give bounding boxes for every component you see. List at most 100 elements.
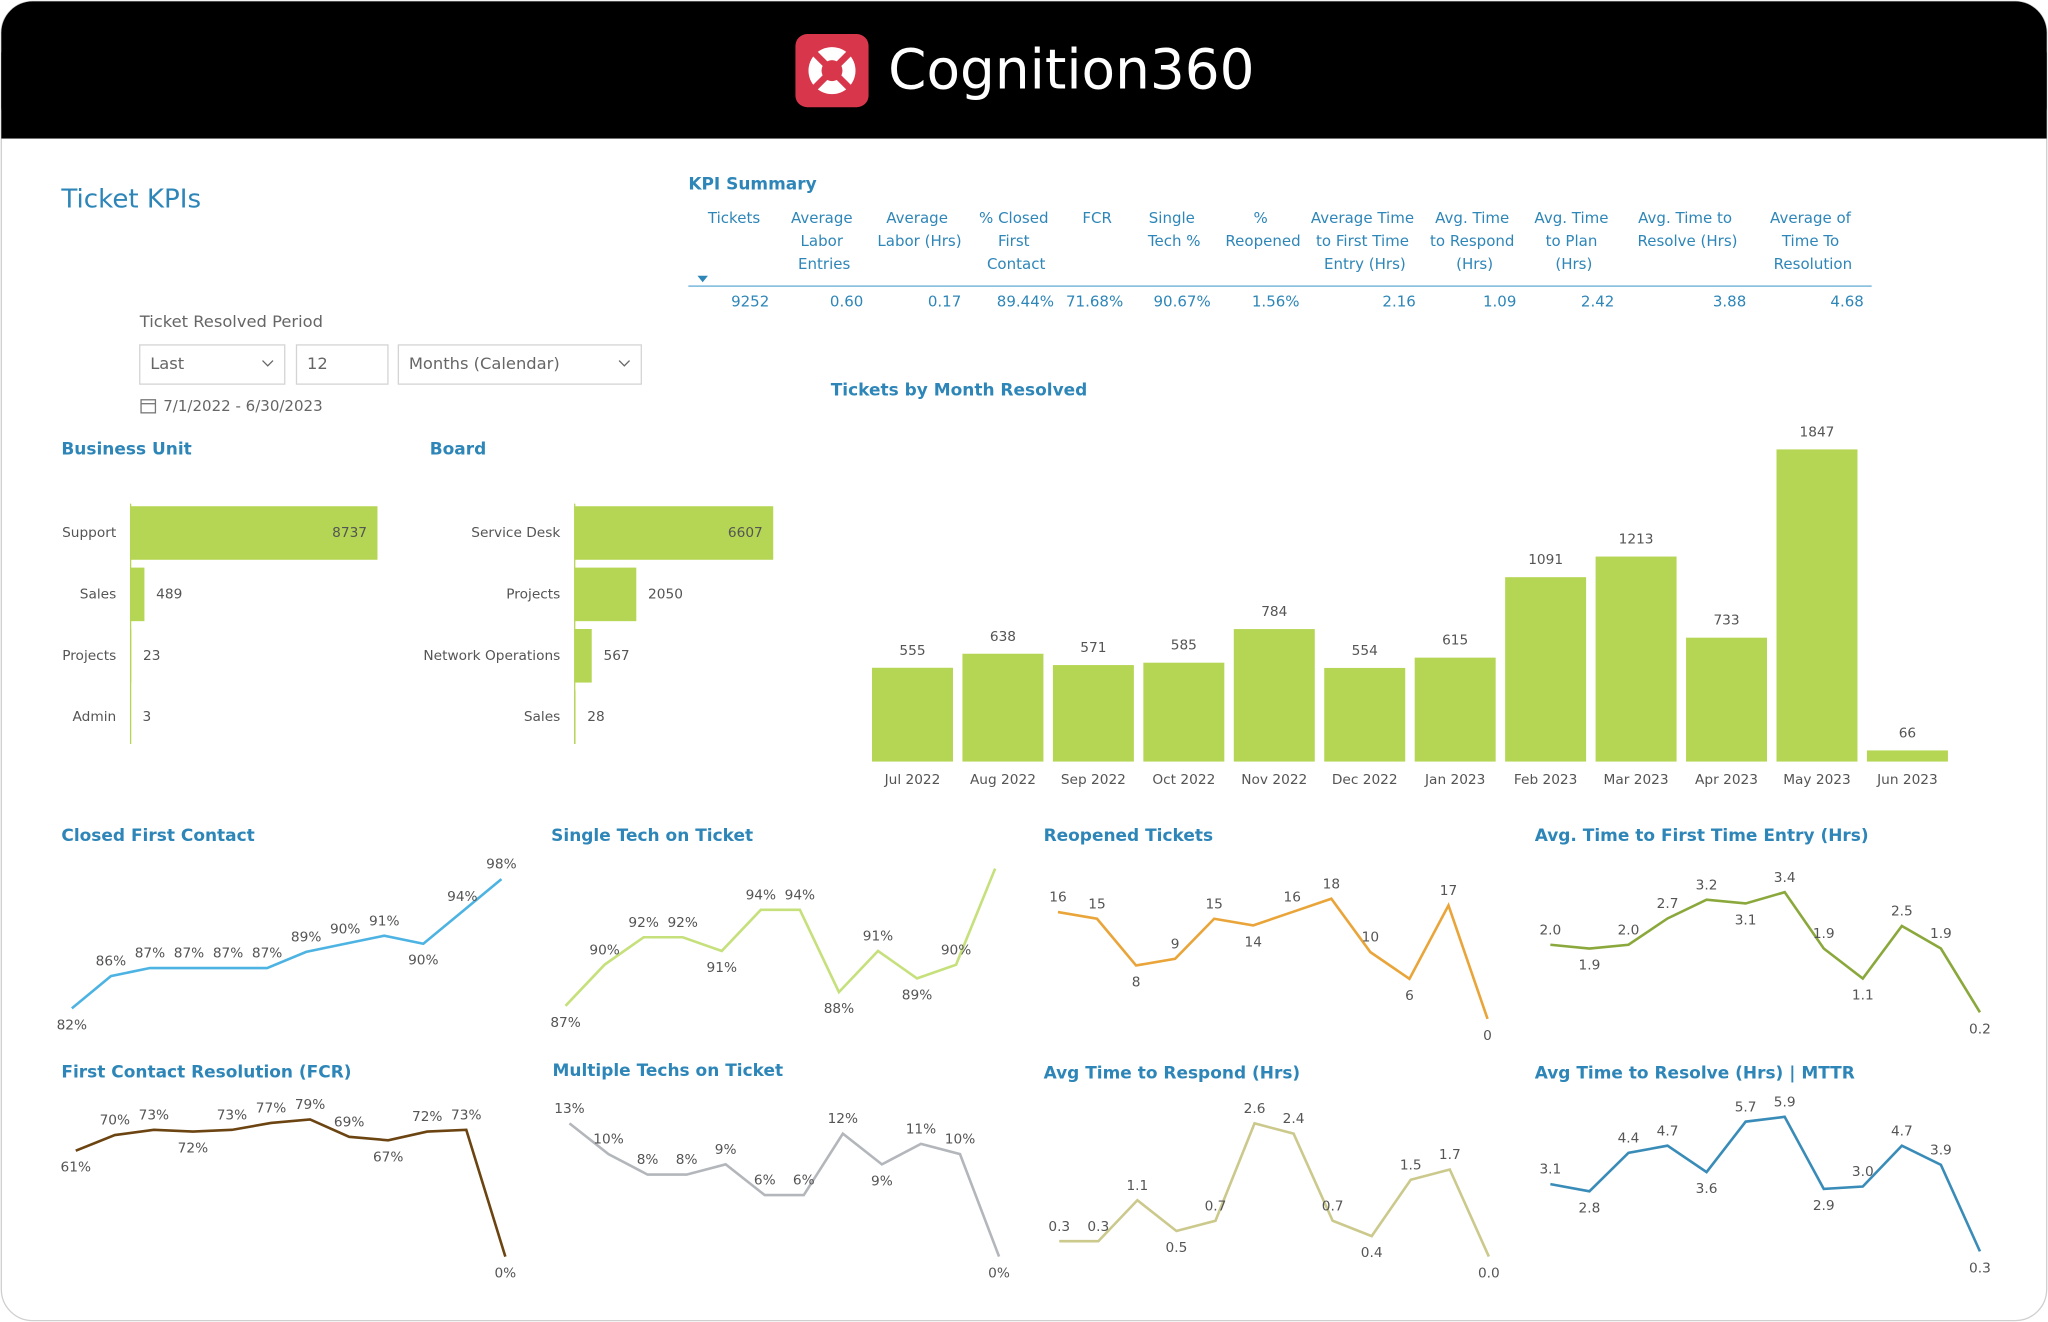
page-title: Ticket KPIs [60, 184, 201, 214]
kpi-value: 0.60 [830, 292, 863, 310]
value-label: 2.0 [1618, 922, 1640, 938]
value-label: 82% [57, 1017, 87, 1033]
value-label: 70% [100, 1113, 130, 1129]
chart-title: Tickets by Month Resolved [831, 381, 1088, 401]
value-label: 1847 [1800, 424, 1835, 440]
value-label: 1213 [1619, 532, 1654, 548]
value-label: 2.5 [1891, 904, 1913, 920]
sort-indicator[interactable] [697, 275, 708, 283]
x-tick-label: Feb 2023 [1514, 772, 1578, 788]
chevron[interactable] [262, 360, 274, 367]
value-label: 784 [1261, 604, 1287, 620]
value-label: 1091 [1528, 552, 1563, 568]
bar [574, 506, 774, 560]
value-label: 4.4 [1618, 1131, 1640, 1147]
value-label: 92% [667, 915, 697, 931]
category-label: Support [62, 525, 117, 541]
value-label: 87% [174, 946, 204, 962]
value-label: 90% [941, 942, 971, 958]
value-label: 10% [593, 1132, 623, 1148]
chevron[interactable] [618, 360, 631, 367]
value-label: 0.3 [1048, 1219, 1070, 1235]
value-label: 0% [988, 1266, 1010, 1282]
period-count-input[interactable]: 12 [295, 344, 389, 385]
value-label: 2.8 [1579, 1200, 1601, 1216]
value-label: 16 [1284, 890, 1301, 906]
value-label: 5.7 [1735, 1099, 1757, 1115]
x-tick-label: Dec 2022 [1332, 772, 1398, 788]
value-label: 1.1 [1126, 1178, 1148, 1194]
select-box[interactable] [397, 344, 642, 385]
line [1057, 897, 1489, 1020]
chart-title: Business Unit [61, 439, 191, 459]
chart-title: First Contact Resolution (FCR) [61, 1062, 351, 1082]
chart-title: Board [430, 439, 487, 459]
kpi-value: 1.56% [1252, 292, 1300, 310]
value-label: 91% [863, 929, 893, 945]
x-tick-label: Nov 2022 [1241, 772, 1307, 788]
bar [1686, 637, 1768, 762]
period-mode-select[interactable]: Last [139, 344, 286, 385]
kpi-value: 4.68 [1830, 292, 1863, 310]
category-label: Projects [62, 648, 116, 664]
value-label: 91% [369, 913, 399, 929]
select-value[interactable]: Months (Calendar) [409, 354, 560, 373]
value-label: 18 [1323, 876, 1340, 892]
value-label: 15 [1088, 896, 1105, 912]
category-label: Service Desk [471, 525, 560, 541]
value-label: 0 [1483, 1028, 1492, 1044]
kpi-value: 9252 [731, 292, 769, 310]
logo-cross [812, 51, 852, 90]
value-label: 13% [554, 1101, 584, 1117]
value-label: 92% [628, 915, 658, 931]
kpi-value: 1.09 [1483, 292, 1516, 310]
value-label: 23 [143, 648, 160, 664]
chart-title: Closed First Contact [61, 826, 254, 846]
value-label: 571 [1080, 640, 1106, 656]
value-label: 90% [589, 942, 619, 958]
input-value[interactable]: 12 [307, 354, 328, 373]
value-label: 1.7 [1439, 1147, 1461, 1163]
kpi-column-header: % Closed First Contact [979, 209, 1053, 273]
value-label: 67% [373, 1149, 403, 1165]
category-label: Projects [506, 586, 560, 602]
value-label: 3.4 [1774, 870, 1796, 886]
value-label: 2050 [648, 586, 683, 602]
value-label: 12% [828, 1111, 858, 1127]
bar [1866, 750, 1948, 762]
period-unit-select[interactable]: Months (Calendar) [397, 344, 642, 385]
bar [130, 567, 145, 622]
select-value[interactable]: Last [150, 354, 184, 373]
x-tick-label: Aug 2022 [970, 772, 1036, 788]
value-label: 61% [61, 1160, 91, 1176]
value-label: 8% [676, 1152, 698, 1168]
input-box[interactable] [295, 344, 389, 385]
line [1550, 890, 1982, 1014]
line [71, 878, 503, 1010]
value-label: 585 [1171, 638, 1197, 654]
value-label: 14 [1245, 934, 1262, 950]
value-label: 10 [1362, 930, 1379, 946]
value-label: 3.0 [1852, 1164, 1874, 1180]
chart-title: Avg. Time to First Time Entry (Hrs) [1535, 826, 1869, 846]
value-label: 87% [213, 946, 243, 962]
category-label: Admin [73, 709, 117, 725]
value-label: 2.7 [1657, 896, 1679, 912]
bar [1233, 629, 1315, 762]
category-label: Network Operations [423, 648, 560, 664]
value-label: 11% [906, 1121, 936, 1137]
line [1059, 1121, 1491, 1258]
bar [130, 506, 378, 560]
date-range: 7/1/2022 - 6/30/2023 [163, 397, 322, 415]
bar [1324, 667, 1406, 762]
value-label: 3.1 [1539, 1162, 1561, 1178]
value-label: 94% [746, 887, 776, 903]
kpi-column-header: Average Labor Entries [791, 209, 857, 273]
value-label: 555 [899, 643, 925, 659]
value-label: 615 [1442, 633, 1468, 649]
value-label: 98% [486, 857, 516, 873]
select-box[interactable] [139, 344, 286, 385]
value-label: 3 [142, 709, 151, 725]
kpi-column-header: Average of Time To Resolution [1770, 209, 1856, 273]
